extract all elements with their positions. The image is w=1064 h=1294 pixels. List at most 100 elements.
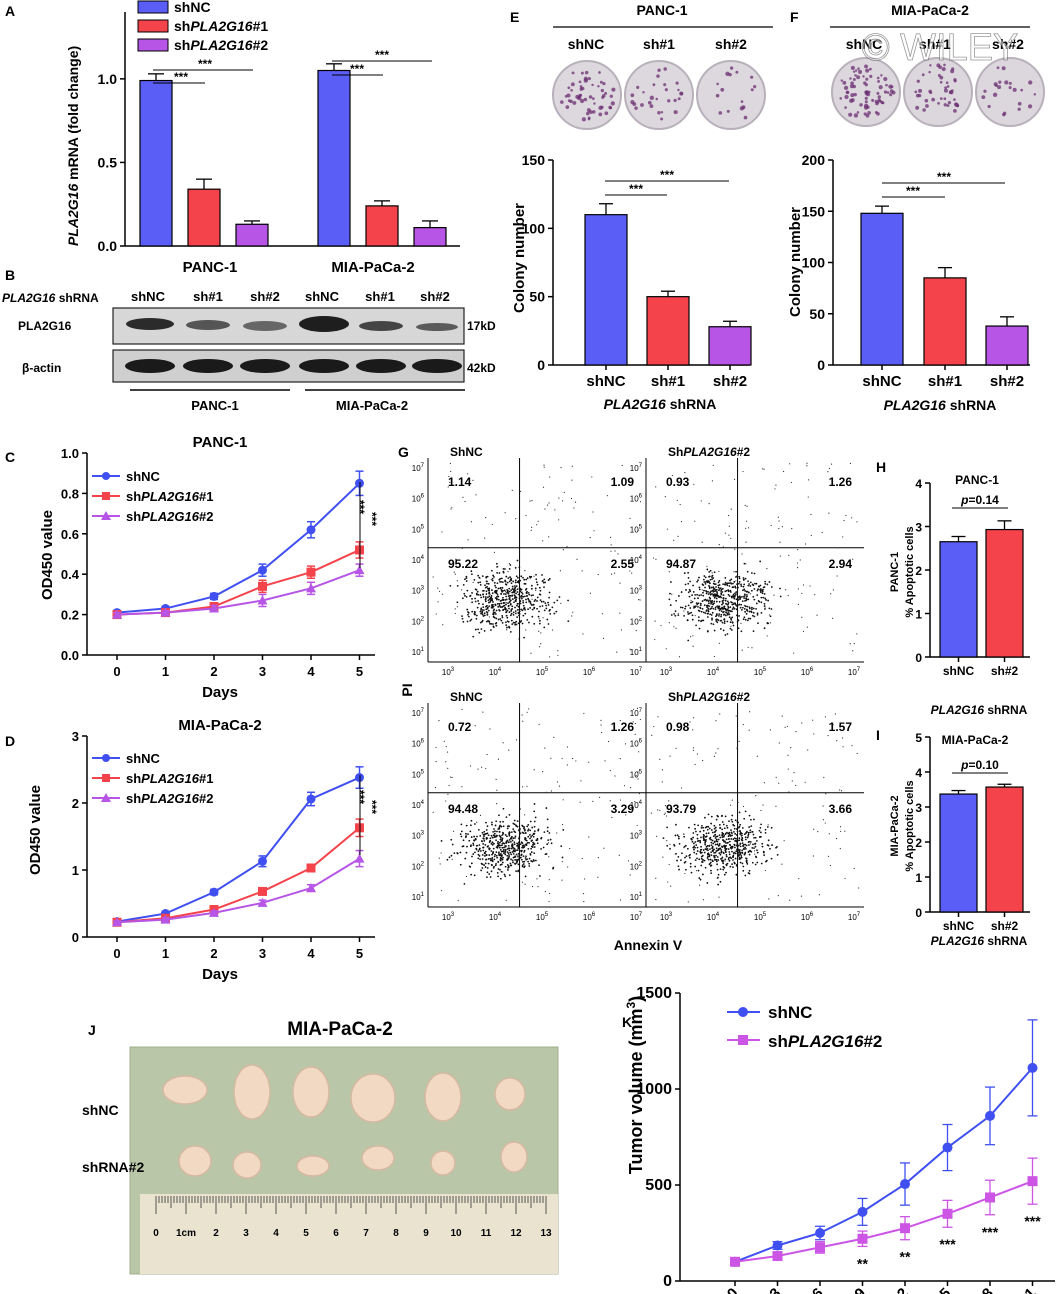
- event: [506, 620, 509, 623]
- event: [753, 598, 756, 601]
- colony-plate: [975, 57, 1045, 127]
- event: [470, 819, 473, 822]
- flow-y-tick-label: 107: [412, 708, 425, 718]
- blot-band-label-actin: β-actin: [22, 361, 61, 375]
- event: [442, 624, 444, 626]
- event: [753, 847, 755, 850]
- y-tick-label: 2: [72, 796, 79, 811]
- event: [767, 824, 769, 826]
- panel-g-ylabel: PI: [399, 683, 415, 696]
- flow-y-tick-label: 106: [630, 494, 643, 504]
- event: [449, 481, 451, 483]
- event: [841, 737, 844, 739]
- event: [505, 621, 507, 624]
- plate-label: sh#2: [992, 36, 1024, 52]
- panel-c-xlabel: Days: [202, 684, 238, 701]
- colony: [570, 88, 573, 92]
- event: [664, 805, 667, 807]
- tumor-row-label-shrna2: shRNA#2: [82, 1159, 144, 1175]
- tick-exp: 1: [421, 892, 425, 898]
- event: [485, 854, 488, 856]
- event: [738, 854, 740, 857]
- event: [432, 811, 434, 813]
- event: [698, 877, 701, 879]
- event: [777, 516, 779, 518]
- colony: [953, 98, 956, 101]
- event: [705, 838, 707, 841]
- event: [490, 850, 493, 852]
- event: [567, 599, 569, 602]
- ruler-label: 13: [540, 1228, 552, 1239]
- data-point: [112, 609, 122, 619]
- event: [508, 590, 511, 593]
- event: [715, 586, 717, 588]
- event: [498, 604, 501, 607]
- event: [753, 850, 756, 852]
- event: [479, 594, 482, 596]
- colony: [611, 87, 616, 92]
- event: [506, 848, 509, 850]
- event: [742, 869, 745, 872]
- event: [729, 621, 732, 624]
- event: [751, 606, 753, 609]
- event: [731, 610, 733, 613]
- event: [467, 611, 470, 614]
- event: [733, 602, 736, 605]
- event: [835, 837, 838, 840]
- event: [503, 572, 505, 574]
- event: [712, 595, 715, 597]
- event: [678, 868, 680, 871]
- event: [547, 601, 549, 604]
- event: [723, 620, 726, 623]
- event: [471, 597, 473, 600]
- x-tick-label: sh#1: [651, 373, 685, 390]
- panel-letter-j: J: [88, 1022, 96, 1038]
- event: [736, 575, 739, 578]
- event: [492, 574, 494, 577]
- event: [735, 844, 738, 847]
- event: [760, 596, 763, 599]
- event: [583, 878, 586, 880]
- tick-base: 10: [630, 668, 639, 677]
- data-point: [772, 1240, 783, 1251]
- event: [839, 789, 841, 791]
- event: [525, 591, 528, 594]
- event: [479, 621, 482, 624]
- event: [730, 617, 732, 620]
- event: [520, 849, 522, 852]
- event: [710, 869, 712, 872]
- event: [763, 851, 765, 854]
- event: [500, 577, 503, 580]
- event: [495, 590, 498, 593]
- colony: [915, 105, 920, 110]
- event: [743, 817, 746, 820]
- event: [470, 836, 473, 838]
- event: [524, 570, 526, 572]
- event: [768, 614, 770, 616]
- colony: [856, 111, 860, 114]
- event: [516, 616, 519, 619]
- tick-base: 10: [412, 464, 421, 473]
- panel-e-xlabel: PLA2G16 shRNA: [604, 396, 717, 412]
- event: [797, 588, 800, 590]
- tumor: [430, 1150, 456, 1176]
- event: [738, 582, 740, 585]
- event: [796, 562, 798, 564]
- event: [533, 846, 536, 848]
- event: [544, 747, 546, 749]
- event: [465, 832, 467, 835]
- event: [599, 796, 601, 798]
- event: [573, 507, 575, 509]
- event: [720, 815, 723, 818]
- event: [521, 714, 523, 716]
- event: [736, 848, 738, 851]
- event: [711, 617, 713, 620]
- event: [481, 609, 483, 611]
- event: [724, 833, 727, 836]
- event: [691, 614, 694, 617]
- event: [718, 852, 721, 855]
- event: [516, 588, 519, 591]
- event: [706, 844, 709, 847]
- event: [667, 881, 669, 883]
